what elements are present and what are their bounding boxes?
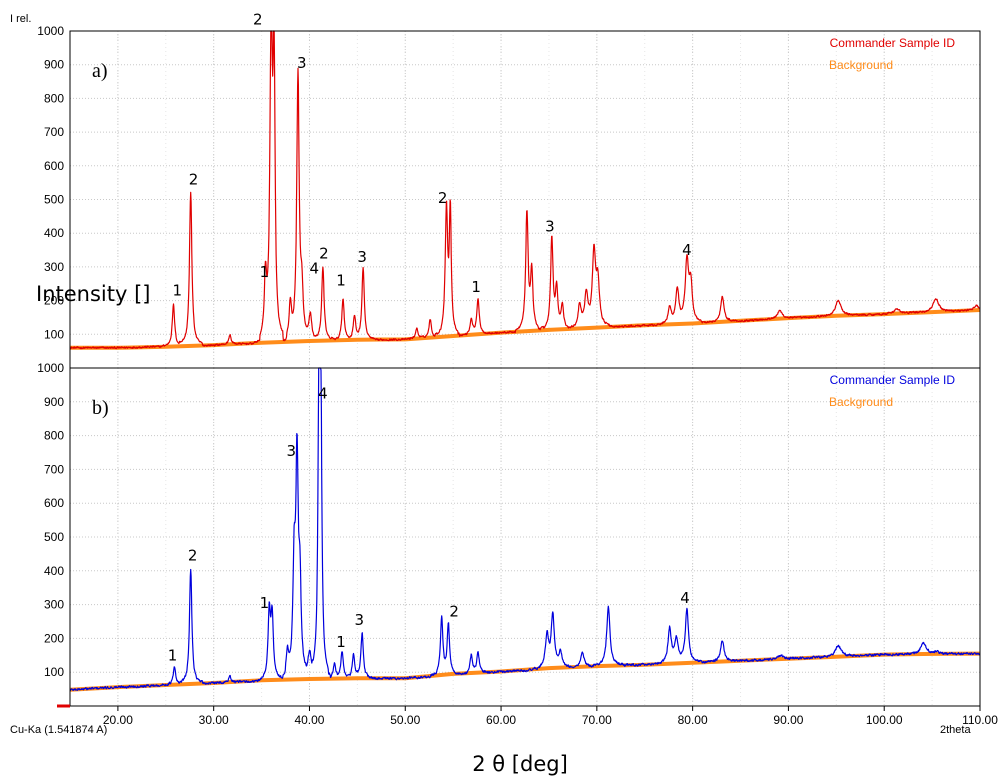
panel-a-y-tick-label: 200: [44, 294, 64, 308]
panel-a-peak-label: 2: [319, 244, 329, 262]
panel-b-y-tick-label: 300: [44, 598, 64, 612]
panel-b-peak-label: 3: [355, 611, 365, 629]
panel-b-y-ticks: 100 200 300 400 500 600 700 800 900 1000: [37, 361, 64, 679]
panel-b-y-tick-label: 100: [44, 665, 64, 679]
panel-a-peak-label: 1: [471, 278, 481, 296]
intensity-overlay-label: Intensity []: [36, 282, 150, 306]
panel-b-y-tick-label: 200: [44, 631, 64, 645]
x-tick-label: 100.00: [866, 713, 903, 727]
x-tick-label: 80.00: [678, 713, 708, 727]
panel-a-y-ticks: 100 200 300 400 500 600 700 800 900 1000: [37, 24, 64, 341]
panel-a-y-tick-label: 300: [44, 260, 64, 274]
x-axis-title: 2 θ [deg]: [472, 752, 568, 776]
top-axis-label: I rel.: [10, 13, 31, 25]
panel-b-legend-sample: Commander Sample ID: [830, 373, 956, 387]
panel-b-y-tick-label: 1000: [37, 361, 64, 375]
panel-a-label: a): [92, 60, 108, 82]
radiation-label: Cu-Ka (1.541874 A): [10, 724, 107, 736]
panel-b-frame: [69, 367, 981, 707]
panel-b-y-tick-label: 500: [44, 530, 64, 544]
panel-a-peak-label: 3: [545, 218, 555, 236]
panel-a-y-tick-label: 500: [44, 193, 64, 207]
panel-b-y-tick-label: 600: [44, 496, 64, 510]
panel-a-peak-label: 2: [438, 189, 448, 207]
x-tick-label: 30.00: [199, 713, 229, 727]
panel-a-peak-label: 2: [253, 10, 263, 28]
panel-b-peak-label: 1: [168, 646, 178, 664]
panel-b-y-tick-label: 900: [44, 395, 64, 409]
panel-a-peak-label: 2: [189, 170, 199, 188]
panel-a-y-tick-label: 600: [44, 159, 64, 173]
panel-b-y-tick-label: 700: [44, 462, 64, 476]
panel-a-pattern-series: [69, 30, 981, 350]
panel-a-y-tick-label: 900: [44, 58, 64, 72]
panel-b-label: b): [92, 397, 109, 419]
panel-a-legend-background: Background: [829, 58, 893, 72]
panel-a-peak-label: 1: [173, 282, 183, 300]
panel-b-peak-label: 2: [188, 547, 198, 565]
x-tick-label: 90.00: [773, 713, 803, 727]
panel-a-background-line: [70, 308, 981, 350]
panel-a-peak-label: 3: [357, 248, 367, 266]
panel-b-peak-label: 4: [680, 589, 690, 607]
panel-b-pattern-line: [69, 367, 981, 691]
panel-a-legend-sample: Commander Sample ID: [830, 36, 956, 50]
panel-a-pattern-line: [69, 30, 981, 350]
x-tick-label: 110.00: [962, 713, 998, 727]
panel-a-y-tick-label: 700: [44, 125, 64, 139]
panel-b-y-tick-label: 400: [44, 564, 64, 578]
panel-b-peak-label: 4: [318, 384, 328, 402]
panel-a-peak-label: 4: [309, 260, 319, 278]
panel-b-peak-label: 1: [336, 633, 346, 651]
panel-a-y-tick-label: 100: [44, 327, 64, 341]
panel-a-y-tick-label: 400: [44, 226, 64, 240]
panel-b-background-line: [69, 651, 981, 692]
panel-b-peak-label: 3: [287, 442, 297, 460]
x-tick-label: 40.00: [294, 713, 324, 727]
panel-a-peak-label: 3: [297, 54, 307, 72]
panel-a-background-series: [70, 308, 981, 350]
x-tick-label: 70.00: [582, 713, 612, 727]
x-axis-corner-label: 2theta: [940, 724, 971, 736]
panel-a-peak-label: 1: [260, 263, 270, 281]
panel-b-y-tick-label: 800: [44, 429, 64, 443]
x-tick-label: 50.00: [390, 713, 420, 727]
panel-b-background-series: [69, 651, 981, 692]
panel-b-pattern-series: [69, 367, 981, 691]
panel-b-peak-label: 1: [260, 594, 270, 612]
panel-a-y-tick-label: 1000: [37, 24, 64, 38]
panel-a-peak-label: 1: [336, 271, 346, 289]
x-axis-ticks: 20.00 30.00 40.00 50.00 60.00 70.00 80.00 90.00…: [103, 706, 998, 727]
panel-a-y-tick-label: 800: [44, 91, 64, 105]
panel-b-legend-background: Background: [829, 395, 893, 409]
panel-a-peak-label: 4: [682, 241, 692, 259]
x-tick-label: 60.00: [486, 713, 516, 727]
x-tick-label: 20.00: [103, 713, 133, 727]
panel-b-peak-label: 2: [449, 602, 459, 620]
